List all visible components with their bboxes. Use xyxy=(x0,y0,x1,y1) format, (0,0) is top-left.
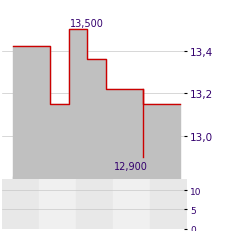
Bar xyxy=(76,179,113,229)
Bar xyxy=(113,179,150,229)
Bar xyxy=(150,179,187,229)
Text: 13,500: 13,500 xyxy=(70,19,103,29)
Polygon shape xyxy=(13,30,180,179)
Bar xyxy=(2,179,39,229)
Bar xyxy=(39,179,76,229)
Text: 12,900: 12,900 xyxy=(114,161,148,171)
